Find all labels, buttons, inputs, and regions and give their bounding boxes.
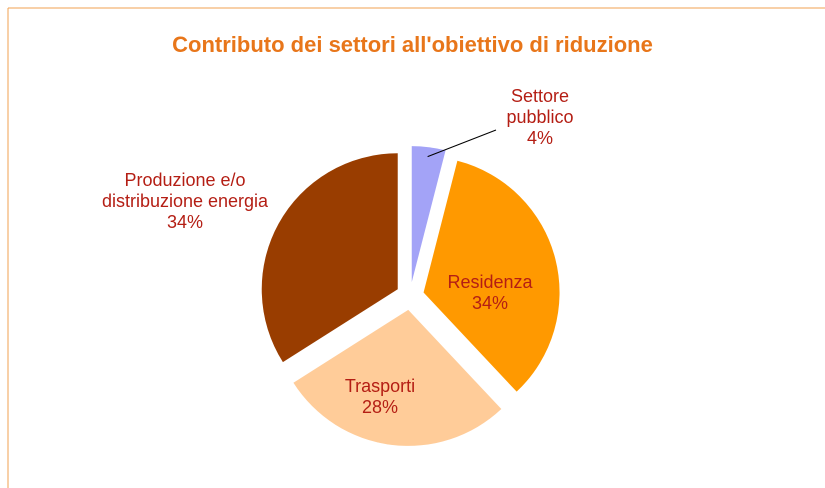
pie-slice bbox=[261, 153, 398, 363]
pie-slice bbox=[423, 160, 560, 392]
value-label: 4% bbox=[526, 128, 553, 148]
slice-label: Settore pubblico 4% bbox=[495, 86, 585, 149]
category-label: Produzione e/o distribuzione energia bbox=[101, 170, 269, 211]
value-label: 28% bbox=[361, 397, 399, 417]
pie-slice bbox=[411, 146, 446, 283]
category-label: Settore pubblico bbox=[506, 86, 574, 127]
slice-label: Residenza 34% bbox=[430, 272, 550, 314]
value-label: 34% bbox=[471, 293, 509, 313]
category-label: Residenza bbox=[447, 272, 533, 292]
pie-slice bbox=[293, 309, 502, 446]
leader-line bbox=[427, 129, 497, 158]
chart-title: Contributo dei settori all'obiettivo di … bbox=[172, 32, 653, 57]
category-label: Trasporti bbox=[344, 376, 416, 396]
value-label: 34% bbox=[166, 212, 204, 232]
slice-label: Produzione e/o distribuzione energia 34% bbox=[100, 170, 270, 233]
slice-label: Trasporti 28% bbox=[320, 376, 440, 418]
